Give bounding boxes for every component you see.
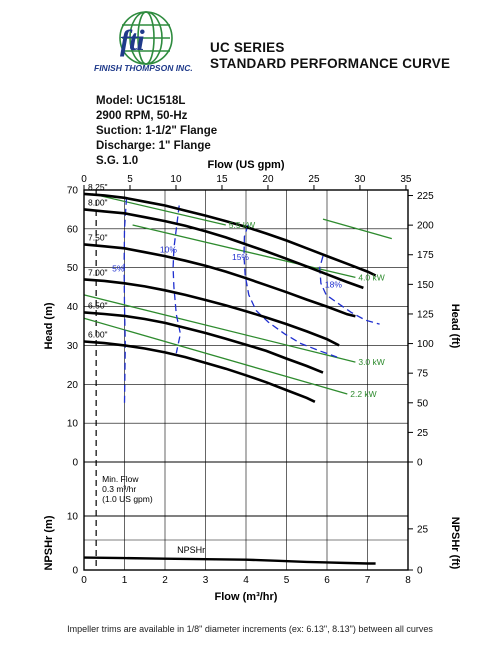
y-axis-label: Head (m)	[43, 302, 55, 349]
efficiency-curve	[172, 205, 182, 354]
rpm-line: 2900 RPM, 50-Hz	[96, 110, 188, 122]
y2-tick-label: 225	[417, 191, 434, 202]
y2-tick-label: 125	[417, 309, 434, 320]
impeller-curve	[83, 340, 316, 403]
x-tick-label: 2	[162, 575, 168, 586]
power-label: 3.0 kW	[358, 357, 384, 367]
min-flow-label: Min. Flow	[102, 474, 139, 484]
y-tick-label: 30	[67, 341, 79, 352]
company-logo: fti FINISH THOMPSON INC.	[92, 8, 200, 80]
impeller-label: 7.00"	[88, 267, 108, 277]
footnote: Impeller trims are available in 1/8" dia…	[67, 624, 433, 634]
sg-line: S.G. 1.0	[96, 155, 139, 167]
efficiency-curve	[123, 197, 128, 404]
power-line	[322, 218, 392, 240]
globe-icon	[119, 11, 173, 65]
impeller-curve	[83, 208, 364, 290]
logo-mark: fti	[120, 24, 145, 57]
npsh-y-tick-label: 0	[72, 566, 78, 577]
npsh-y-axis-label: NPSHr (m)	[43, 515, 55, 570]
npsh-y2-tick-label: 25	[417, 524, 429, 535]
x-tick-label: 7	[365, 575, 371, 586]
npsh-label: NPSHr	[177, 545, 205, 555]
x2-tick-label: 30	[354, 174, 366, 185]
y2-tick-label: 25	[417, 428, 429, 439]
efficiency-label: 15%	[232, 252, 249, 262]
y2-tick-label: 100	[417, 339, 434, 350]
impeller-label: 8.25"	[88, 182, 108, 192]
plot-frame	[83, 189, 409, 571]
x2-axis-label: Flow (US gpm)	[208, 159, 285, 171]
power-label: 4.0 kW	[358, 272, 384, 282]
y-tick-label: 40	[67, 302, 79, 313]
x2-tick-label: 5	[127, 174, 133, 185]
min-flow-label: (1.0 US gpm)	[102, 494, 153, 504]
y-tick-label: 20	[67, 380, 79, 391]
x2-tick-label: 20	[262, 174, 274, 185]
efficiency-label: 18%	[325, 279, 342, 289]
npsh-y-tick-label: 10	[67, 512, 79, 523]
suction-line: Suction: 1-1/2" Flange	[96, 125, 218, 137]
efficiency-curve	[243, 224, 338, 358]
y-tick-label: 70	[67, 186, 79, 197]
x2-tick-label: 0	[81, 174, 87, 185]
impeller-curve	[83, 192, 377, 277]
impeller-curve	[83, 278, 340, 347]
y2-tick-label: 175	[417, 250, 434, 261]
impeller-label: 7.50"	[88, 232, 108, 242]
x-tick-label: 4	[243, 575, 249, 586]
npsh-y2-tick-label: 0	[417, 566, 423, 577]
logo-company-name: FINISH THOMPSON INC.	[94, 63, 193, 73]
x-tick-label: 3	[203, 575, 209, 586]
impeller-label: 6.50"	[88, 300, 108, 310]
npsh-y2-axis-label: NPSHr (ft)	[449, 517, 461, 570]
x2-tick-label: 25	[308, 174, 320, 185]
performance-chart: 0 1 2 3 4 5 6 7 80 5 10 15 20 25 30 3501020304050607002…	[43, 159, 461, 603]
x2-tick-label: 15	[216, 174, 228, 185]
model-line: Model: UC1518L	[96, 95, 186, 107]
y-tick-label: 60	[67, 224, 79, 235]
x-axis-label: Flow (m³/hr)	[215, 591, 278, 603]
y2-tick-label: 150	[417, 280, 434, 291]
power-label: 5.5 kW	[229, 220, 255, 230]
x-tick-label: 8	[405, 575, 411, 586]
power-line	[83, 317, 348, 395]
npsh-curve	[83, 556, 376, 565]
power-label: 2.2 kW	[350, 389, 376, 399]
efficiency-label: 5%	[112, 264, 125, 274]
y-tick-label: 10	[67, 419, 79, 430]
y-tick-label: 50	[67, 263, 79, 274]
y-tick-label: 0	[72, 458, 78, 469]
chart-title: STANDARD PERFORMANCE CURVE	[210, 56, 451, 71]
y2-tick-label: 200	[417, 221, 434, 232]
impeller-curve	[83, 243, 356, 318]
impeller-label: 8.00"	[88, 197, 108, 207]
x2-tick-label: 35	[400, 174, 412, 185]
power-line	[91, 193, 226, 226]
min-flow-label: 0.3 m³/hr	[102, 484, 136, 494]
y2-tick-label: 75	[417, 369, 429, 380]
discharge-line: Discharge: 1" Flange	[96, 140, 211, 152]
impeller-label: 6.00"	[88, 330, 108, 340]
series-title: UC SERIES	[210, 40, 285, 55]
x-tick-label: 5	[284, 575, 290, 586]
efficiency-label: 10%	[160, 244, 177, 254]
power-line	[83, 294, 356, 363]
y2-axis-label: Head (ft)	[449, 304, 461, 349]
x2-tick-label: 10	[170, 174, 182, 185]
x-tick-label: 0	[81, 575, 87, 586]
y2-tick-label: 0	[417, 458, 423, 469]
x-tick-label: 1	[122, 575, 128, 586]
y2-tick-label: 50	[417, 398, 429, 409]
impeller-curve	[83, 311, 324, 374]
x-tick-label: 6	[324, 575, 330, 586]
